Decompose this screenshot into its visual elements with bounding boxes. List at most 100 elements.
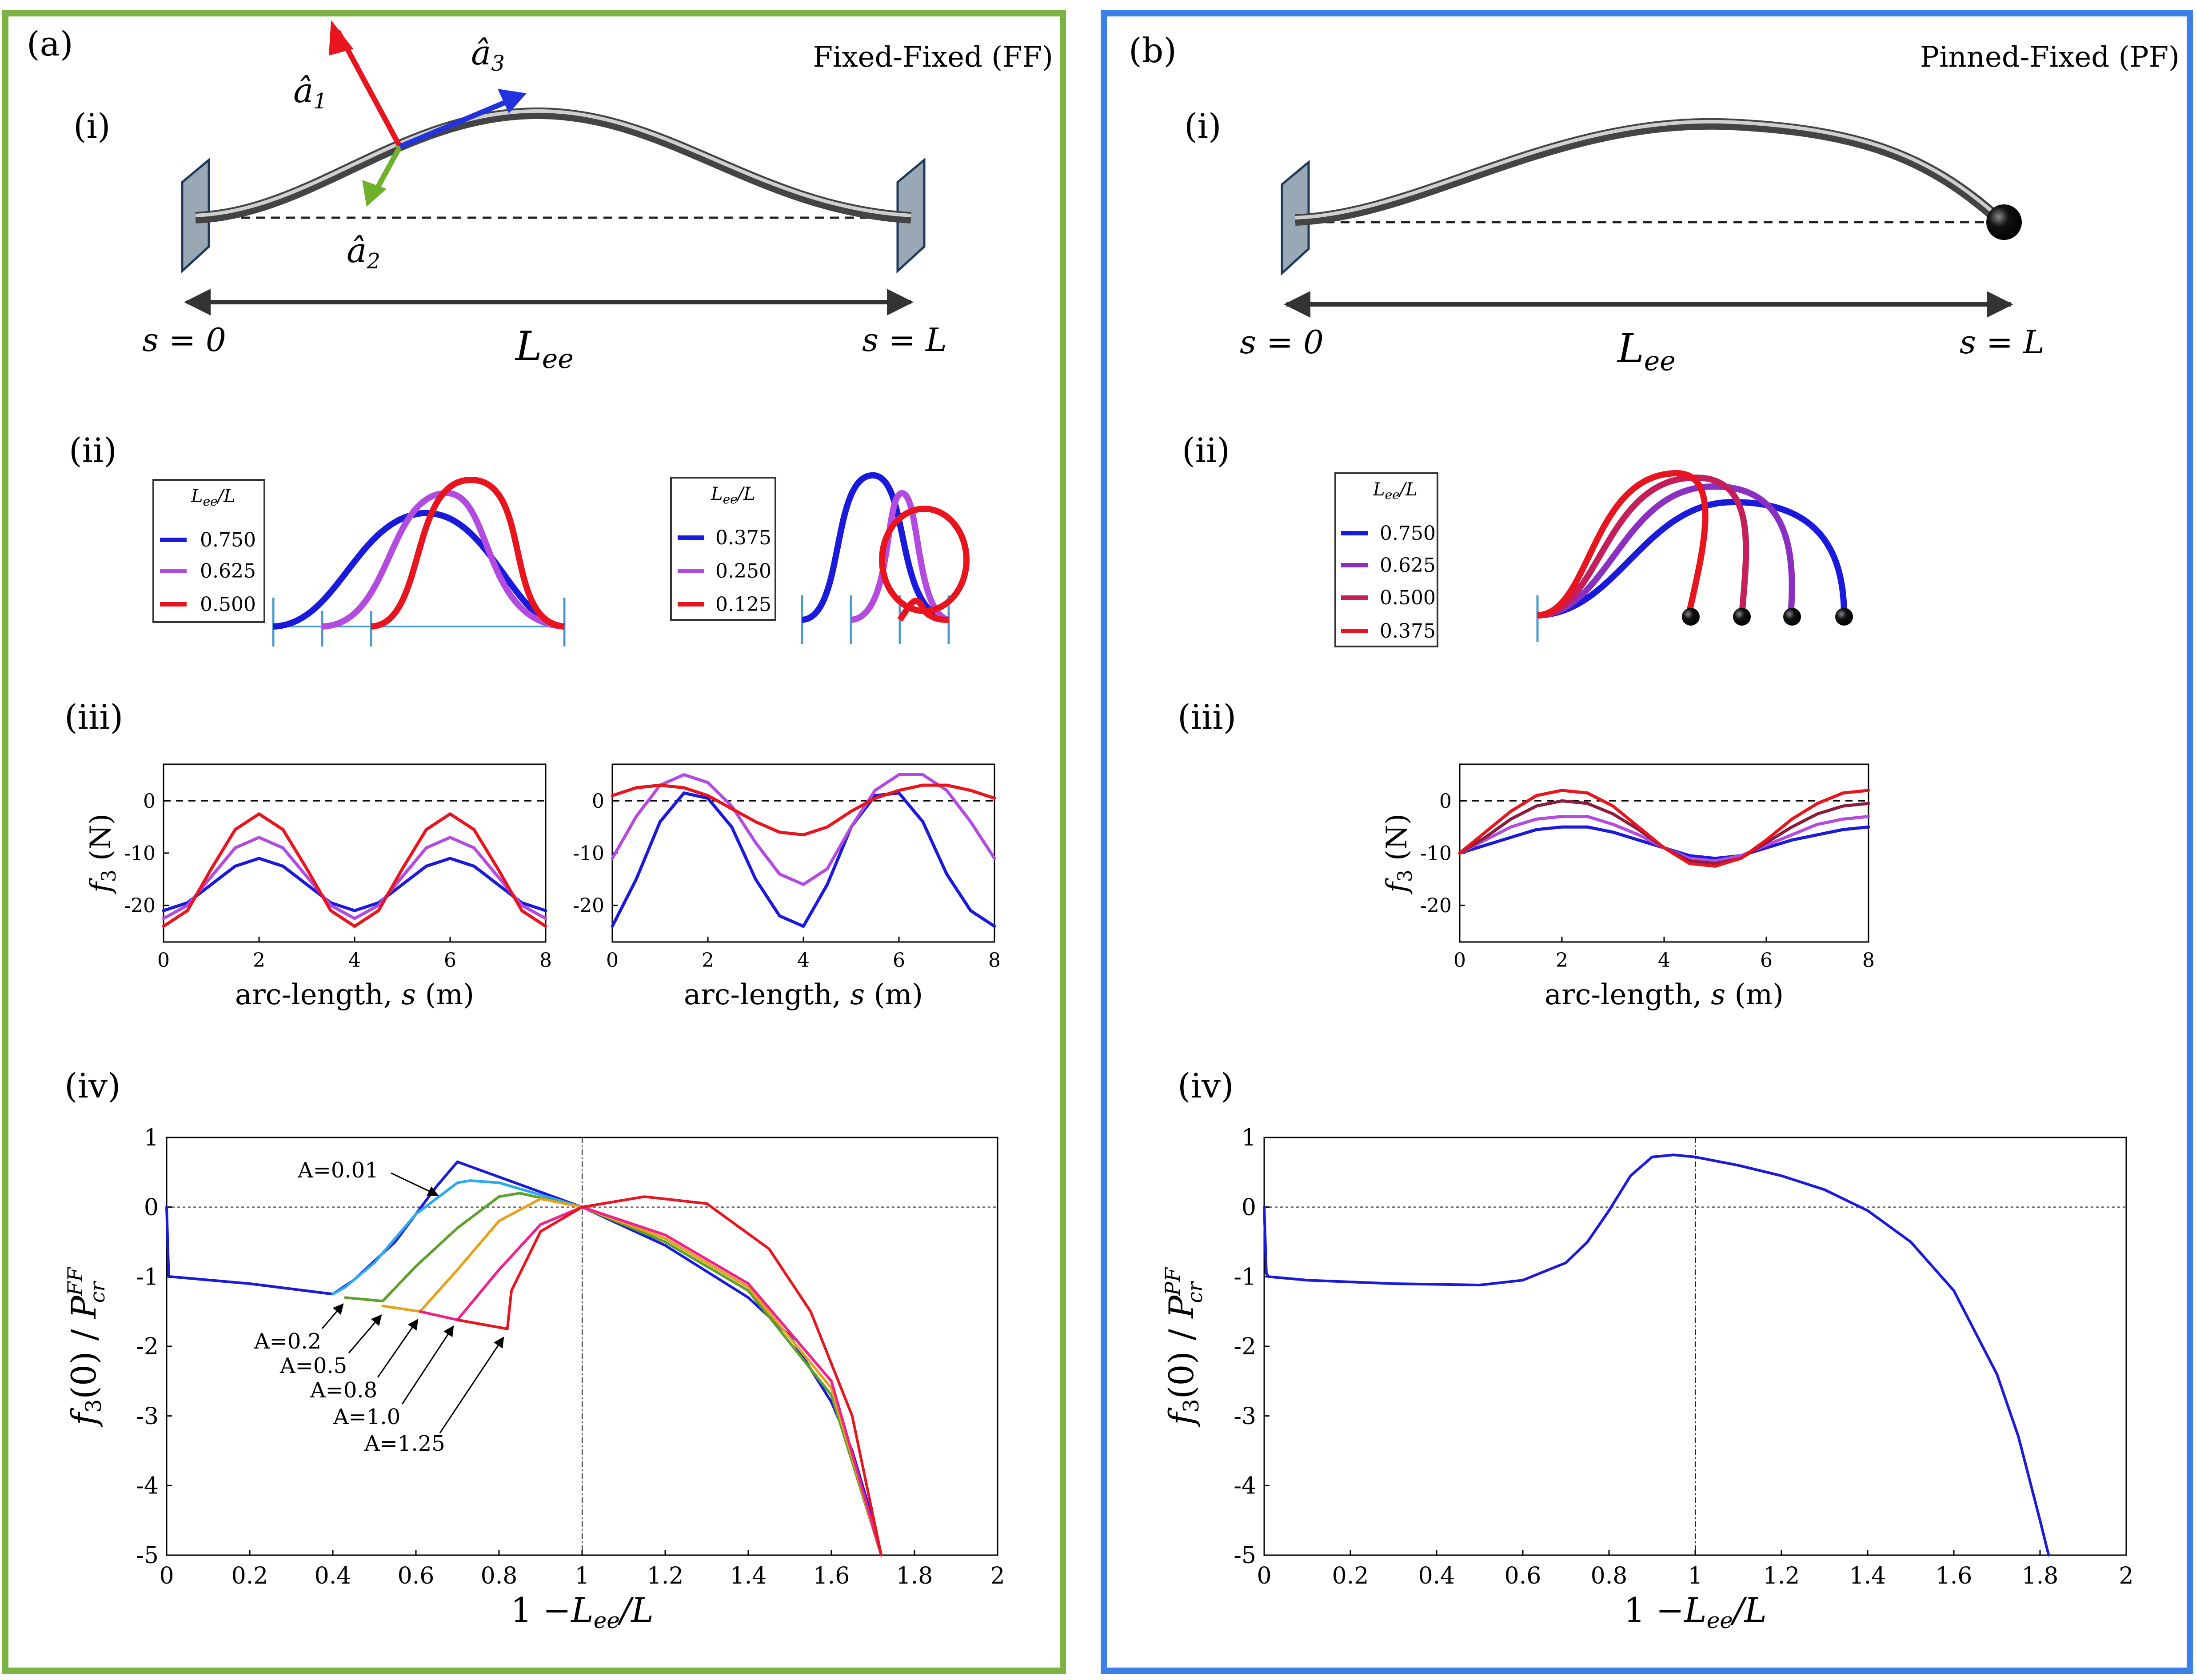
- x-tick-label: 1.6: [1936, 1563, 1972, 1589]
- x-tick-label: 1: [575, 1563, 589, 1589]
- series-line: [331, 1179, 583, 1296]
- pf-legend-entry-2: 0.625: [1380, 554, 1436, 577]
- annot-A02-arrow: [321, 1303, 344, 1329]
- y-tick-label: -1: [1234, 1264, 1256, 1291]
- y-tick-label: 0: [1242, 1194, 1256, 1221]
- legend-left-entry-1: 0.750: [200, 529, 256, 551]
- panel-a-sub-iv: (iv): [64, 1066, 121, 1105]
- pf-beam: [1295, 118, 2006, 227]
- panel-b-label: (b): [1129, 31, 1177, 70]
- panel-b-border: [1101, 10, 2193, 1674]
- pf-ball-1: [1682, 608, 1700, 626]
- y-axis-label: f3(0) / PPFcr: [1161, 1267, 1207, 1427]
- series-line: [456, 1195, 883, 1556]
- x-tick-label: 0.8: [481, 1563, 518, 1589]
- x-tick-label: 1.4: [1849, 1563, 1886, 1589]
- pf-sL-label: s = L: [1960, 323, 2044, 361]
- y-tick-label: -3: [1234, 1403, 1256, 1430]
- pf-config-0375: [1537, 470, 1709, 619]
- a1-label: â1: [293, 71, 327, 114]
- pf-legend-box: [1334, 472, 1438, 647]
- x-axis-label: arc-length, s (m): [684, 978, 923, 1011]
- x-tick-label: 0.2: [1332, 1563, 1369, 1589]
- annot-A001: A=0.01: [297, 1158, 379, 1183]
- pf-legend-entry-3: 0.500: [1380, 587, 1436, 609]
- annot-A05: A=0.5: [279, 1353, 347, 1378]
- y-tick-label: -2: [136, 1333, 159, 1360]
- annot-A08: A=0.8: [310, 1378, 377, 1403]
- pf-schematic: (b) Pinned-Fixed (PF) (i) (ii) (iii) (iv…: [1129, 31, 2180, 1105]
- legend-right-entry-2: 0.250: [715, 560, 771, 583]
- x-tick-label: 0: [157, 949, 170, 972]
- x-tick-label: 1.8: [2022, 1563, 2059, 1589]
- x-tick-label: 2: [2119, 1563, 2133, 1589]
- a1-arrow: [335, 30, 403, 148]
- config-0375: [801, 472, 950, 623]
- y-tick-label: -5: [1234, 1542, 1256, 1569]
- chart-ff-f30: 0 0.2 0.4 0.6 0.8 1 1.2 1.4 1.6 1.8 2 1 0 -1 -2 -3 -4 -5 1…: [63, 1125, 1005, 1633]
- x-tick-label: 0: [1257, 1563, 1271, 1589]
- x-tick-label: 0.4: [1418, 1563, 1455, 1589]
- plot-frame: [1459, 763, 1869, 943]
- legend-right-entry-1: 0.375: [715, 527, 771, 549]
- a3-arrowhead: [498, 89, 527, 113]
- series-line: [162, 812, 547, 928]
- panel-a-sub-i: (i): [73, 106, 111, 146]
- config-0500: [371, 476, 565, 630]
- a3-label: â3: [471, 33, 505, 76]
- beam: [195, 107, 911, 223]
- pf-pin: [1986, 204, 2022, 240]
- x-tick-label: 2: [990, 1563, 1005, 1589]
- y-tick-label: -3: [136, 1403, 159, 1430]
- panel-b-sub-ii: (ii): [1182, 431, 1230, 470]
- pf-ball-4: [1835, 608, 1853, 626]
- legend-left-entry-2: 0.625: [200, 560, 256, 583]
- x-tick-label: 0.8: [1591, 1563, 1628, 1589]
- panel-a-sub-ii: (ii): [69, 431, 117, 470]
- annot-A001-arrow: [391, 1172, 439, 1196]
- chart-pf-force: 0 2 4 6 8 0 -10 -20 arc-length, s (m) f3 (N): [1381, 763, 1875, 1011]
- config-0250: [850, 490, 950, 623]
- pf-configs: Lee/L 0.750 0.625 0.500 0.375: [1334, 470, 1853, 647]
- x-tick-label: 0.4: [315, 1563, 351, 1589]
- x-tick-label: 6: [893, 949, 905, 972]
- x-tick-label: 4: [348, 949, 361, 972]
- pf-config-0750: [1537, 499, 1847, 619]
- panel-b-sub-i: (i): [1184, 106, 1222, 146]
- legend-left-box: [152, 479, 265, 623]
- panel-a-title: Fixed-Fixed (FF): [813, 41, 1053, 74]
- pf-lee-label: Lee: [1617, 325, 1676, 377]
- panel-a-label: (a): [27, 24, 73, 64]
- y-axis-label: f3 (N): [84, 814, 120, 894]
- config-0125-tail: [897, 598, 949, 623]
- x-tick-label: 6: [444, 949, 456, 972]
- pf-beam-highlight: [1295, 120, 2003, 221]
- annot-A125: A=1.25: [364, 1431, 445, 1456]
- pf-legend-entry-4: 0.375: [1380, 620, 1436, 642]
- y-tick-label: -2: [1234, 1333, 1256, 1360]
- legend-right-box: [670, 477, 776, 621]
- x-tick-label: 0: [606, 949, 619, 972]
- annot-A10: A=1.0: [333, 1405, 400, 1429]
- y-tick-label: -10: [573, 842, 604, 865]
- y-tick-label: -4: [136, 1473, 159, 1500]
- x-tick-label: 8: [1862, 949, 1875, 972]
- x-tick-label: 1.4: [730, 1563, 767, 1589]
- y-tick-label: 0: [1439, 790, 1452, 813]
- chart-pf-f30: 0 0.2 0.4 0.6 0.8 1 1.2 1.4 1.6 1.8 2 1 0 -1 -2 -3 -4 -5 1…: [1161, 1125, 2134, 1633]
- annot-A02: A=0.2: [254, 1329, 321, 1354]
- y-tick-label: 0: [144, 1194, 159, 1221]
- y-tick-label: -20: [1420, 894, 1452, 917]
- panel-b-title: Pinned-Fixed (PF): [1920, 41, 2180, 74]
- y-tick-label: -1: [136, 1264, 159, 1291]
- y-tick-label: -10: [1420, 842, 1452, 865]
- x-tick-label: 2: [253, 949, 265, 972]
- x-tick-label: 0: [159, 1563, 174, 1589]
- y-tick-label: -5: [136, 1542, 159, 1569]
- s0-label: s = 0: [142, 321, 226, 359]
- y-tick-label: 0: [143, 790, 156, 813]
- series-line: [162, 857, 547, 912]
- sL-label: s = L: [862, 321, 947, 359]
- series-line: [344, 1192, 883, 1556]
- panel-a-border: [2, 10, 1066, 1674]
